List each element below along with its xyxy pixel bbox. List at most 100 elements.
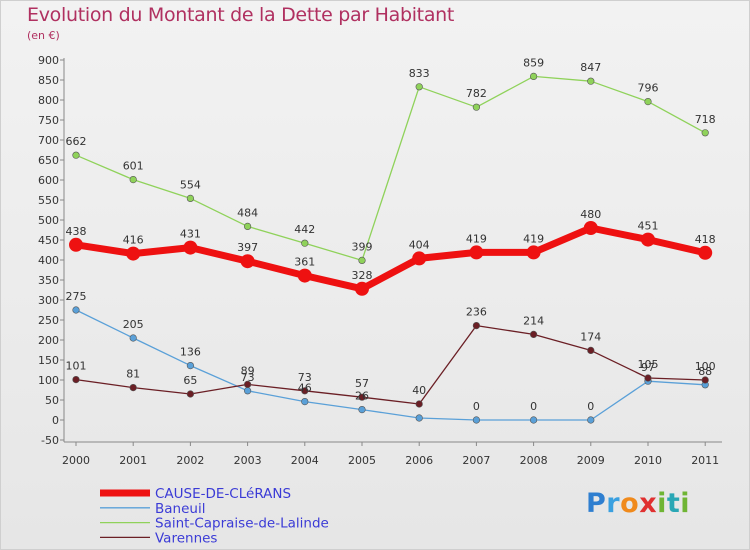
data-point — [526, 245, 541, 260]
x-tick-label: 2004 — [291, 454, 319, 467]
y-tick-label: 350 — [38, 274, 59, 287]
y-tick-label: 150 — [38, 354, 59, 367]
data-label: 601 — [123, 160, 144, 173]
data-label: 26 — [355, 390, 369, 403]
data-label: 442 — [294, 223, 315, 236]
data-label: 236 — [466, 306, 487, 319]
y-tick-label: 550 — [38, 194, 59, 207]
data-label: 0 — [530, 400, 537, 413]
x-tick-label: 2001 — [119, 454, 147, 467]
x-tick-label: 2000 — [62, 454, 90, 467]
data-point — [641, 232, 655, 247]
data-point — [301, 239, 309, 247]
data-point — [472, 322, 481, 330]
data-point — [415, 400, 423, 408]
data-label: 73 — [241, 371, 255, 384]
data-point — [129, 334, 137, 342]
data-label: 397 — [237, 241, 258, 254]
data-point — [301, 398, 309, 406]
data-label: 859 — [523, 56, 544, 69]
legend-label: Baneuil — [155, 501, 205, 517]
data-label: 782 — [466, 87, 487, 100]
legend-label: CAUSE-DE-CLéRANS — [155, 486, 291, 502]
data-point — [358, 256, 366, 265]
data-label: 419 — [523, 232, 544, 245]
data-point — [698, 245, 713, 260]
chart-title: Evolution du Montant de la Dette par Hab… — [27, 4, 455, 26]
series-line — [75, 324, 706, 405]
data-point — [355, 281, 369, 296]
data-label: 0 — [587, 400, 594, 413]
x-tick-label: 2003 — [234, 454, 262, 467]
x-tick-label: 2002 — [176, 454, 204, 467]
series-line — [75, 75, 706, 262]
x-tick-label: 2006 — [405, 454, 433, 467]
y-tick-label: 750 — [38, 114, 59, 127]
data-label: 718 — [695, 113, 716, 126]
data-label: 65 — [183, 374, 197, 387]
data-point — [415, 414, 423, 422]
data-label: 451 — [638, 220, 659, 233]
data-label: 833 — [409, 67, 430, 80]
legend-label: Varennes — [155, 530, 217, 546]
data-point — [587, 416, 595, 424]
chart-subtitle: (en €) — [27, 29, 60, 42]
proxiti-logo: Proxiti — [586, 488, 691, 519]
y-tick-label: 700 — [38, 134, 59, 147]
data-label: 480 — [580, 208, 601, 221]
data-label: 662 — [66, 135, 87, 148]
x-tick-label: 2007 — [462, 454, 490, 467]
data-label: 136 — [180, 346, 201, 359]
data-label: 214 — [523, 314, 544, 327]
data-point — [644, 97, 652, 106]
data-point — [244, 387, 252, 395]
data-label: 88 — [698, 365, 712, 378]
data-point — [72, 306, 80, 314]
y-tick-label: 800 — [38, 94, 59, 107]
data-label: 89 — [241, 364, 255, 377]
data-point — [529, 330, 538, 339]
data-label: 57 — [355, 377, 369, 390]
data-point — [529, 416, 538, 424]
data-label: 97 — [641, 361, 655, 374]
data-label: 0 — [473, 400, 480, 413]
data-label: 404 — [409, 238, 430, 251]
y-tick-label: -50 — [41, 434, 59, 447]
x-tick-label: 2011 — [691, 454, 719, 467]
data-label: 431 — [180, 228, 201, 241]
data-point — [129, 176, 137, 184]
data-label: 438 — [66, 225, 87, 238]
data-point — [69, 237, 83, 252]
data-point — [126, 246, 141, 261]
y-tick-label: 400 — [38, 254, 59, 267]
data-label: 205 — [123, 318, 144, 331]
data-point — [244, 222, 252, 230]
y-tick-label: 600 — [38, 174, 59, 187]
x-tick-label: 2009 — [577, 454, 605, 467]
data-label: 81 — [126, 368, 140, 381]
data-point — [186, 194, 194, 202]
data-point — [297, 268, 312, 283]
data-point — [186, 390, 194, 398]
data-point — [529, 72, 538, 80]
data-point — [301, 387, 309, 395]
data-point — [469, 245, 484, 260]
data-point — [183, 240, 198, 255]
y-tick-label: 100 — [38, 374, 59, 387]
y-tick-label: 900 — [38, 54, 59, 67]
data-point — [72, 151, 80, 159]
data-label: 46 — [298, 382, 312, 395]
x-tick-label: 2010 — [634, 454, 662, 467]
data-point — [240, 254, 255, 269]
data-point — [358, 406, 366, 414]
data-label: 328 — [352, 269, 373, 282]
y-tick-label: 850 — [38, 74, 59, 87]
x-tick-label: 2005 — [348, 454, 376, 467]
data-label: 847 — [580, 61, 601, 74]
data-label: 105 — [638, 358, 659, 371]
y-tick-label: 250 — [38, 314, 59, 327]
data-point — [587, 77, 595, 85]
data-label: 361 — [294, 256, 315, 269]
data-label: 419 — [466, 232, 487, 245]
